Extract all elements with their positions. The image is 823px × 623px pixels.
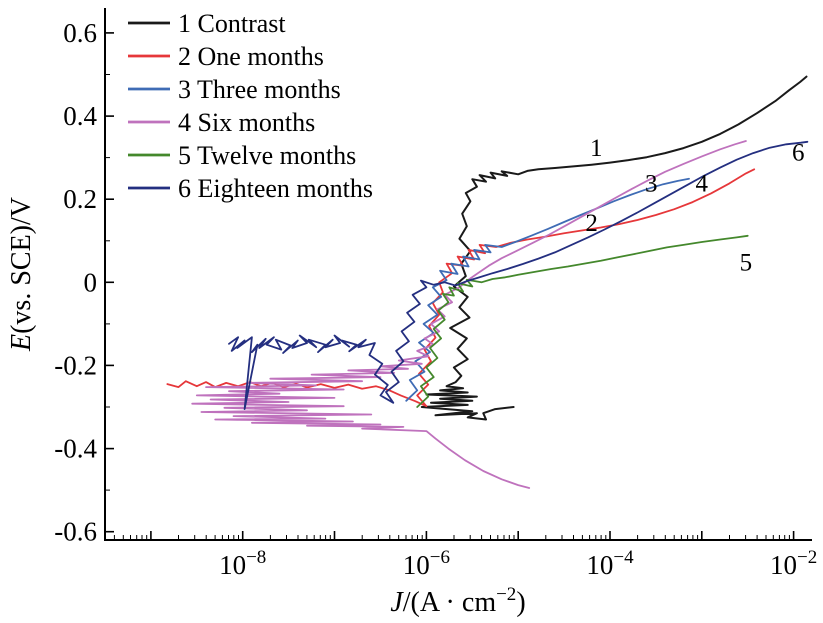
series-4-curve (191, 140, 747, 489)
y-tick-label: -0.4 (54, 434, 97, 464)
curve-number-label: 6 (792, 139, 805, 166)
series-6-curve (228, 140, 809, 411)
legend-label: 3 Three months (178, 75, 341, 104)
legend-entry: 3 Three months (128, 75, 341, 104)
legend: 1 Contrast 2 One months 3 Three months 4 Si… (128, 9, 373, 203)
x-tick-label: 10−8 (219, 547, 266, 580)
legend-label: 1 Contrast (178, 9, 286, 38)
y-tick-label: 0.4 (63, 101, 97, 131)
curve-number-label: 3 (645, 171, 658, 198)
legend-label: 6 Eighteen months (178, 174, 373, 203)
axes (104, 8, 812, 541)
legend-label: 2 One months (178, 42, 324, 71)
y-tick-label: -0.2 (54, 350, 97, 380)
x-tick-label: 10−4 (586, 547, 634, 580)
x-tick-label: 10−2 (770, 547, 817, 580)
x-tick-label: 10−6 (403, 547, 450, 580)
curve-number-label: 2 (585, 210, 598, 237)
y-tick-label: -0.6 (54, 517, 97, 547)
curve-number-label: 4 (696, 171, 709, 198)
y-axis-title: E(vs. SCE)/V (6, 197, 37, 352)
legend-label: 4 Six months (178, 108, 315, 137)
y-tick-label: 0.6 (63, 18, 97, 48)
series-1-curve (420, 75, 808, 421)
y-tick-label: 0 (84, 267, 98, 297)
x-axis-title: J/(A · cm−2) (390, 584, 525, 618)
series-3-curve (405, 177, 690, 402)
legend-entry: 1 Contrast (128, 9, 286, 38)
legend-entry: 2 One months (128, 42, 324, 71)
legend-entry: 4 Six months (128, 108, 315, 137)
legend-entry: 5 Twelve months (128, 141, 356, 170)
y-tick-label: 0.2 (63, 184, 97, 214)
legend-entry: 6 Eighteen months (128, 174, 373, 203)
curve-number-label: 1 (590, 135, 603, 162)
curve-number-label: 5 (740, 250, 753, 277)
series-5-curve (416, 234, 749, 408)
legend-label: 5 Twelve months (178, 141, 356, 170)
